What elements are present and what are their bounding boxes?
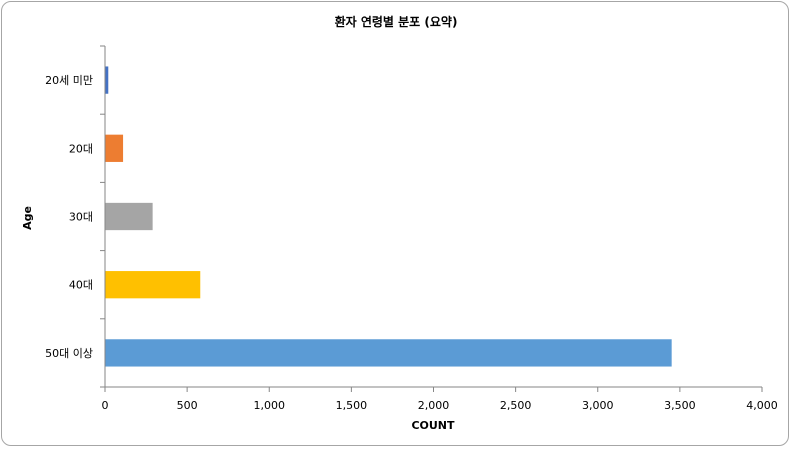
bar-2 <box>105 202 153 231</box>
x-tick-label-7: 3,500 <box>664 399 696 412</box>
category-label-1: 20대 <box>69 142 93 155</box>
axes-group: 20세 미만 20대 30대 40대 50대 이상 0 500 1,000 1,500 2,000… <box>45 45 778 412</box>
bar-0 <box>105 66 109 94</box>
bar-4 <box>105 339 672 367</box>
x-tick-label-8: 4,000 <box>746 399 778 412</box>
x-tick-label-4: 2,000 <box>418 399 450 412</box>
chart-title: 환자 연령별 분포 (요약) <box>335 14 458 29</box>
category-label-3: 40대 <box>69 279 93 292</box>
category-label-4: 50대 이상 <box>45 347 93 360</box>
x-tick-label-1: 500 <box>177 399 198 412</box>
x-tick-label-6: 3,000 <box>582 399 614 412</box>
x-tick-label-0: 0 <box>102 399 109 412</box>
y-axis-title: Age <box>21 206 34 230</box>
bars-group <box>105 66 672 367</box>
x-axis-title: COUNT <box>411 419 455 432</box>
x-tick-label-5: 2,500 <box>500 399 532 412</box>
category-label-0: 20세 미만 <box>45 74 93 87</box>
x-tick-label-3: 1,500 <box>336 399 368 412</box>
bar-3 <box>105 271 201 299</box>
category-label-2: 30대 <box>69 211 93 224</box>
bar-1 <box>105 134 124 162</box>
x-tick-label-2: 1,000 <box>254 399 286 412</box>
